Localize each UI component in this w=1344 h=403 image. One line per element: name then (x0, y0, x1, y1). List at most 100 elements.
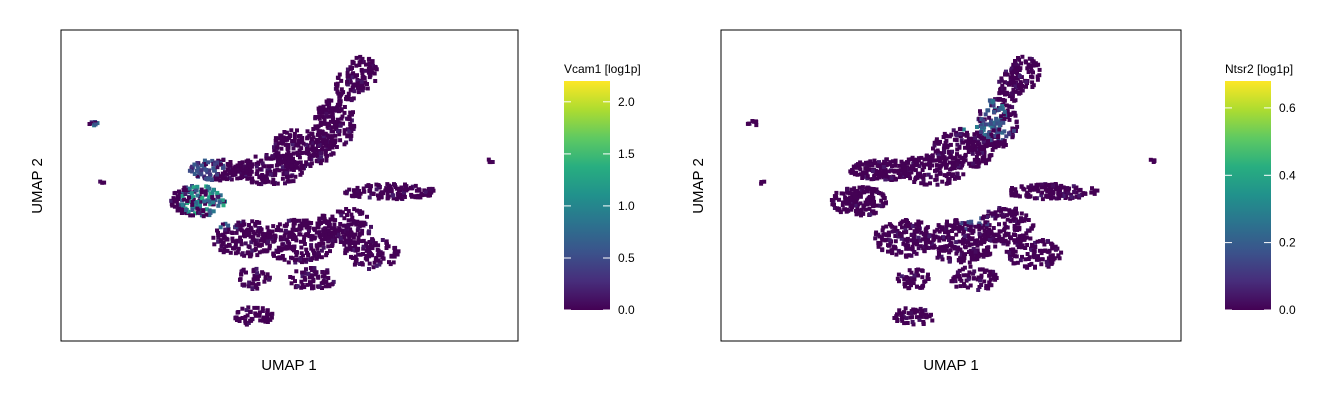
umap-cell (918, 244, 923, 249)
umap-cell (955, 142, 960, 147)
umap-cell (248, 254, 253, 259)
umap-cell (346, 223, 351, 228)
colorbar-tick-label: 2.0 (618, 95, 635, 109)
umap-cell (1017, 194, 1022, 199)
umap-cell (871, 204, 876, 208)
umap-cell (254, 164, 259, 169)
umap-cell (323, 143, 328, 148)
umap-cell (1003, 91, 1008, 95)
umap-cell (263, 180, 268, 184)
umap-cell (203, 201, 208, 206)
umap-cell (185, 199, 190, 203)
umap-cell (911, 234, 916, 239)
umap-cell (928, 181, 932, 186)
umap-cell (342, 142, 347, 147)
umap-cell (1014, 211, 1019, 216)
umap-cell (345, 213, 349, 217)
umap-cell (348, 247, 353, 252)
umap-cell (988, 138, 993, 143)
umap-cell (938, 159, 943, 164)
umap-cell (907, 279, 912, 284)
umap-cell (903, 161, 908, 166)
umap-cell (282, 223, 287, 228)
umap-cell (253, 223, 258, 228)
umap-cell (329, 244, 334, 248)
umap-cell (289, 167, 294, 172)
umap-cell (265, 320, 270, 324)
umap-cell (883, 170, 888, 175)
umap-cell (378, 191, 383, 196)
umap-cell (331, 235, 336, 240)
umap-cell (1007, 211, 1012, 216)
umap-cell (878, 241, 882, 246)
umap-cell (903, 284, 907, 289)
umap-cell (337, 109, 341, 114)
umap-cell (248, 168, 253, 173)
umap-cell (904, 246, 909, 251)
umap-cell (1012, 261, 1017, 266)
umap-cell (983, 143, 988, 148)
umap-cell (345, 79, 350, 84)
umap-cell (1002, 117, 1007, 121)
umap-cell (982, 151, 986, 156)
umap-cell (318, 235, 323, 240)
umap-cell (963, 221, 968, 226)
umap-cell (490, 160, 495, 164)
umap-cell (305, 257, 310, 262)
umap-cell (314, 230, 319, 235)
umap-cell (923, 314, 928, 319)
umap-cell (360, 228, 365, 233)
umap-cell (330, 134, 335, 139)
umap-cell (837, 197, 841, 202)
umap-cell (1011, 128, 1016, 133)
umap-cell (1036, 254, 1040, 259)
umap-cell (1020, 243, 1025, 248)
umap-cell (355, 188, 360, 193)
umap-cell (938, 139, 942, 144)
umap-cell (354, 63, 359, 68)
umap-cell (999, 76, 1004, 81)
umap-cell (845, 207, 850, 212)
umap-cell (961, 172, 966, 177)
umap-cell (207, 199, 212, 204)
umap-cell (897, 311, 902, 316)
umap-cell (260, 249, 265, 254)
umap-cell (946, 229, 951, 234)
umap-cell (959, 260, 963, 265)
umap-cell (981, 214, 986, 219)
umap-cell (285, 147, 290, 152)
umap-cell (982, 154, 987, 159)
umap-cell (346, 116, 351, 121)
umap-cell (277, 162, 282, 167)
umap-cell (968, 283, 973, 288)
umap-cell (329, 282, 334, 287)
umap-cell (238, 277, 242, 282)
umap-cell (852, 172, 857, 177)
umap-cell (366, 66, 371, 71)
umap-cell (1012, 216, 1017, 221)
umap-cell (276, 151, 281, 156)
umap-cell (246, 321, 251, 325)
umap-cell (323, 284, 328, 289)
umap-cell (1074, 190, 1079, 195)
umap-cell (964, 238, 969, 243)
umap-cell (338, 123, 343, 128)
umap-cell (1015, 73, 1020, 78)
umap-cell (1019, 75, 1024, 80)
umap-cell (954, 284, 959, 289)
umap-cell (232, 246, 237, 251)
umap-cell (340, 230, 345, 235)
umap-cell (1001, 143, 1006, 148)
umap-cell (914, 222, 919, 227)
umap-cell (972, 132, 977, 137)
umap-cell (1007, 104, 1012, 109)
umap-cell (356, 226, 361, 231)
umap-cell (348, 231, 353, 236)
umap-cell (236, 169, 241, 174)
umap-cell (879, 198, 884, 203)
umap-cells (745, 54, 1157, 327)
umap-cell (1013, 89, 1018, 94)
umap-cell (202, 166, 207, 171)
umap-cell (180, 191, 185, 196)
umap-cell (902, 310, 907, 315)
